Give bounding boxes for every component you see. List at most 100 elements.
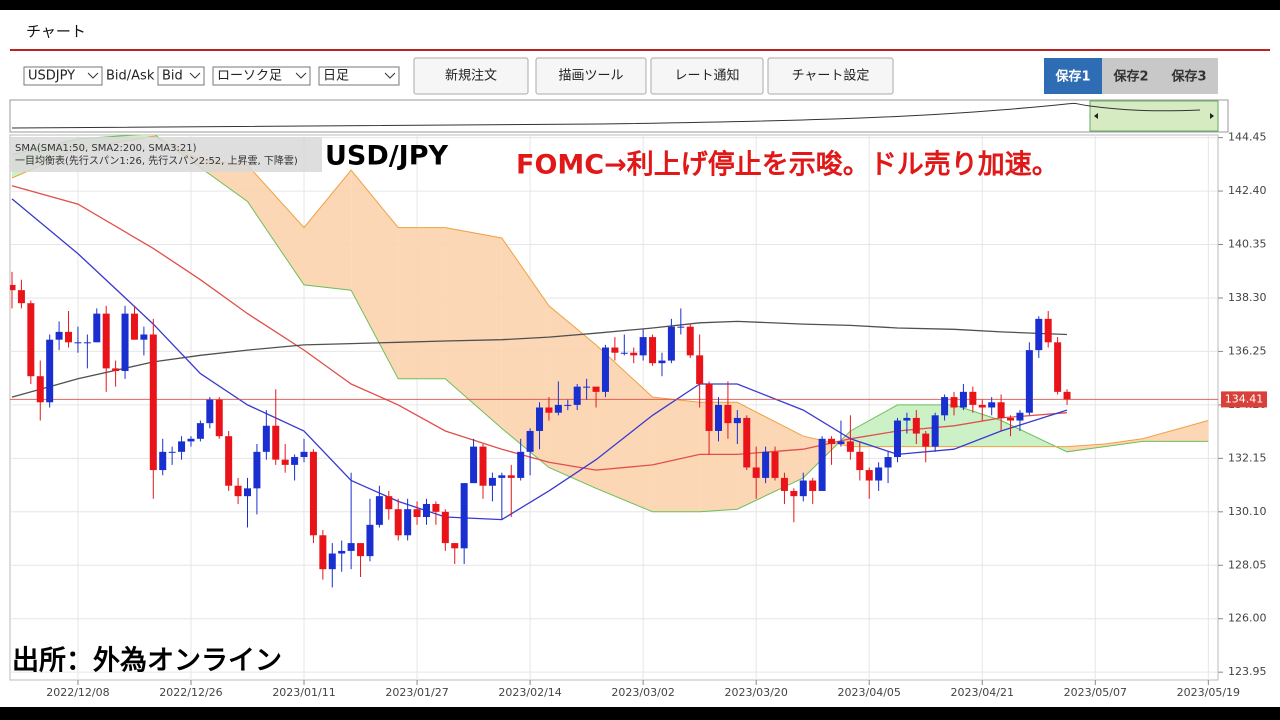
candle-body	[988, 402, 996, 408]
candle-body	[272, 425, 280, 460]
candle-body	[733, 417, 741, 424]
last-price-label: 134.41	[1225, 392, 1264, 405]
candle-body	[319, 535, 327, 570]
cloud-fill	[1104, 438, 1143, 447]
candle-body	[196, 423, 204, 439]
cloud-fill	[1142, 420, 1209, 442]
save-label: 保存3	[1170, 69, 1206, 85]
candle-body	[432, 503, 440, 512]
candle-body	[743, 417, 751, 468]
x-tick-label: 2023/01/11	[272, 686, 335, 699]
candle-body	[790, 490, 798, 497]
candle-body	[375, 496, 383, 525]
y-tick-label: 123.95	[1228, 665, 1267, 678]
sma-line	[11, 185, 1068, 471]
button-label: レート通知	[674, 68, 739, 84]
candle-body	[178, 441, 186, 452]
style-select[interactable]	[212, 66, 311, 86]
candle-body	[667, 326, 675, 361]
candle-body	[46, 339, 54, 403]
select-arrow	[295, 72, 307, 79]
toolbar-buttons: 新規注文 描画ツール レート通知 チャート設定	[413, 57, 894, 95]
period-select[interactable]	[318, 66, 400, 86]
x-tick-label: 2023/03/02	[611, 686, 674, 699]
candle-body	[300, 451, 308, 458]
cloud-fill	[897, 404, 954, 447]
candle-body	[83, 342, 91, 344]
candle-body	[215, 399, 223, 437]
toolbar-button[interactable]	[535, 57, 647, 95]
candle-body	[912, 417, 920, 434]
candle-body	[752, 467, 760, 478]
candle-body	[959, 391, 967, 408]
cloud-fill	[1067, 444, 1105, 452]
x-tick-label: 2022/12/08	[46, 686, 109, 699]
candle-body	[451, 543, 459, 549]
candle-body	[780, 477, 788, 491]
candle-body	[856, 451, 864, 471]
indicator-legend-box	[10, 137, 322, 172]
candle-body	[225, 436, 233, 486]
candle-body	[262, 425, 270, 452]
x-tick-label: 2023/03/20	[724, 686, 787, 699]
cloud-fill	[850, 404, 898, 447]
y-tick-label: 132.15	[1228, 451, 1267, 464]
candle-body	[799, 480, 807, 497]
candle-body	[1035, 318, 1043, 351]
candle-body	[281, 459, 289, 465]
save-tab[interactable]	[1102, 58, 1160, 94]
save-tabs: 保存1 保存2 保存3	[1044, 58, 1218, 94]
symbol-select[interactable]	[23, 66, 103, 86]
y-tick-label: 128.05	[1228, 558, 1267, 571]
candle-body	[234, 485, 242, 497]
candle-body	[583, 386, 591, 388]
candle-body	[385, 496, 393, 510]
candle-body	[17, 290, 25, 304]
select-arrow	[87, 72, 99, 79]
toolbar-button[interactable]	[413, 57, 529, 95]
save-tab[interactable]	[1160, 58, 1218, 94]
source-note: 出所：外為オンライン	[12, 645, 282, 677]
candle-body	[470, 446, 478, 484]
navigator	[9, 99, 1229, 133]
save-tab[interactable]	[1044, 58, 1102, 94]
button-label: 描画ツール	[558, 69, 623, 84]
candle-body	[564, 404, 572, 406]
candle-body	[130, 313, 138, 340]
axes: 123.95126.00128.05130.10132.15134.20136.…	[46, 131, 1267, 699]
candle-body	[394, 509, 402, 536]
candle-body	[507, 475, 515, 478]
y-tick-label: 140.35	[1228, 238, 1267, 251]
candle-body	[102, 313, 110, 369]
period: 日足	[323, 69, 349, 84]
candle-body	[846, 441, 854, 452]
toolbar: USDJPY Bid/Ask Bid ローソク足 日足	[23, 66, 400, 86]
side-label: Bid/Ask	[106, 69, 155, 84]
x-tick-label: 2023/05/19	[1177, 686, 1240, 699]
cloud-fill	[247, 164, 305, 285]
candle-body	[27, 303, 35, 377]
candle-body	[715, 404, 722, 431]
candle-body	[366, 524, 374, 557]
candle-body	[941, 397, 949, 416]
candle-body	[441, 511, 449, 544]
candle-body	[903, 417, 911, 421]
candle-body	[121, 313, 129, 371]
candle-body	[658, 360, 666, 364]
annotation: FOMC→利上げ停止を示唆。ドル売り加速。	[516, 149, 1059, 181]
x-tick-label: 2023/01/27	[385, 686, 448, 699]
toolbar-button[interactable]	[650, 57, 764, 95]
candle-body	[149, 334, 157, 471]
y-tick-label: 138.30	[1228, 291, 1267, 304]
candle-body	[1007, 417, 1015, 421]
candle-body	[978, 404, 986, 408]
candle-body	[771, 451, 779, 478]
navigator-window[interactable]	[1089, 100, 1219, 132]
toolbar-button[interactable]	[767, 57, 894, 95]
candle-body	[828, 438, 836, 445]
side: Bid	[162, 69, 183, 84]
side-select[interactable]	[157, 66, 205, 86]
indicator-legend: 一目均衡表(先行スパン1:26, 先行スパン2:52, 上昇雲, 下降雲)	[15, 154, 298, 167]
candle-body	[875, 467, 883, 481]
